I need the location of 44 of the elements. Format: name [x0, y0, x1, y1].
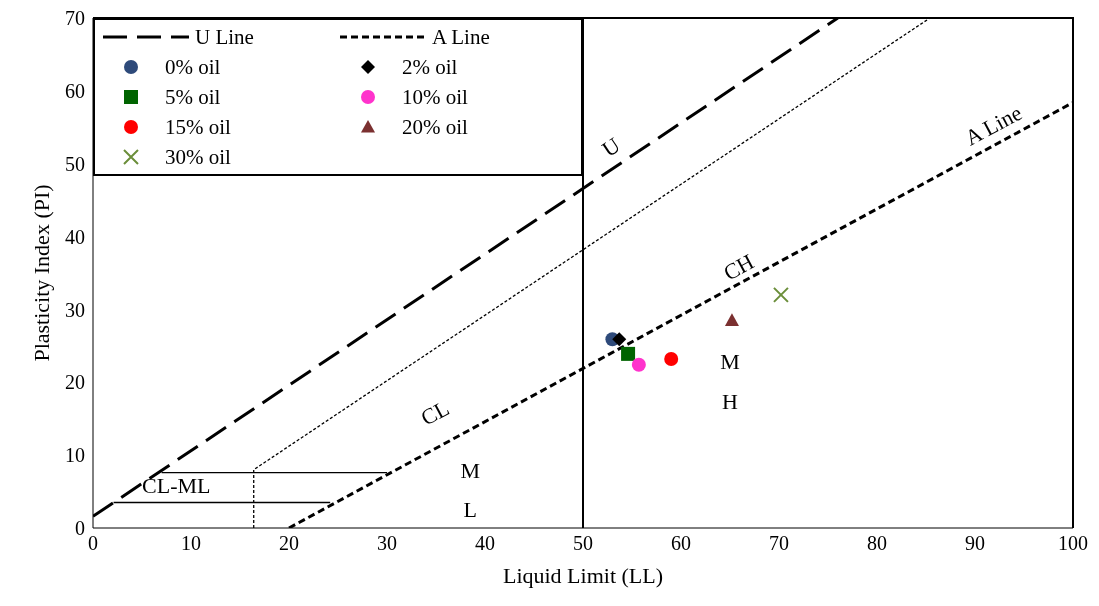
annotation: CH	[719, 248, 759, 286]
legend-label: 20% oil	[402, 114, 468, 140]
x-tick-label: 90	[965, 532, 985, 555]
x-tick-label: 70	[769, 532, 789, 555]
y-tick-label: 30	[65, 298, 85, 321]
x-tick-label: 40	[475, 532, 495, 555]
legend-label: 0% oil	[165, 54, 221, 80]
x-tick-label: 10	[181, 532, 201, 555]
point	[664, 351, 679, 366]
point	[631, 357, 646, 372]
y-tick-label: 20	[65, 371, 85, 394]
x-tick-label: 80	[867, 532, 887, 555]
point	[724, 313, 739, 326]
y-tick-label: 10	[65, 444, 85, 467]
legend-label: 10% oil	[402, 84, 468, 110]
x-tick-label: 100	[1058, 532, 1088, 555]
legend-label: 2% oil	[402, 54, 458, 80]
legend-label: 30% oil	[165, 144, 231, 170]
x-tick-label: 50	[573, 532, 593, 555]
annotation: CL	[416, 395, 454, 431]
annotation: A Line	[960, 99, 1027, 151]
y-tick-label: 40	[65, 225, 85, 248]
legend-label: 15% oil	[165, 114, 231, 140]
point	[621, 346, 636, 361]
x-tick-label: 30	[377, 532, 397, 555]
legend-label: A Line	[432, 24, 490, 50]
point	[612, 332, 627, 347]
annotation: L	[463, 497, 478, 523]
legend-label: 5% oil	[165, 84, 221, 110]
x-axis-title: Liquid Limit (LL)	[502, 563, 664, 588]
y-tick-label: 60	[65, 79, 85, 102]
y-axis-title: Plasticity Index (PI)	[28, 184, 54, 362]
legend-label: U Line	[195, 24, 254, 50]
annotation: U	[597, 132, 625, 162]
y-tick-label: 50	[65, 152, 85, 175]
annotation: M	[460, 458, 481, 484]
point	[772, 286, 789, 303]
annotation: CL-ML	[142, 472, 211, 498]
x-tick-label: 60	[671, 532, 691, 555]
annotation: H	[722, 389, 739, 415]
y-tick-label: 70	[65, 7, 85, 30]
x-tick-label: 20	[279, 532, 299, 555]
y-tick-label: 0	[75, 517, 85, 540]
annotation: M	[720, 349, 740, 375]
